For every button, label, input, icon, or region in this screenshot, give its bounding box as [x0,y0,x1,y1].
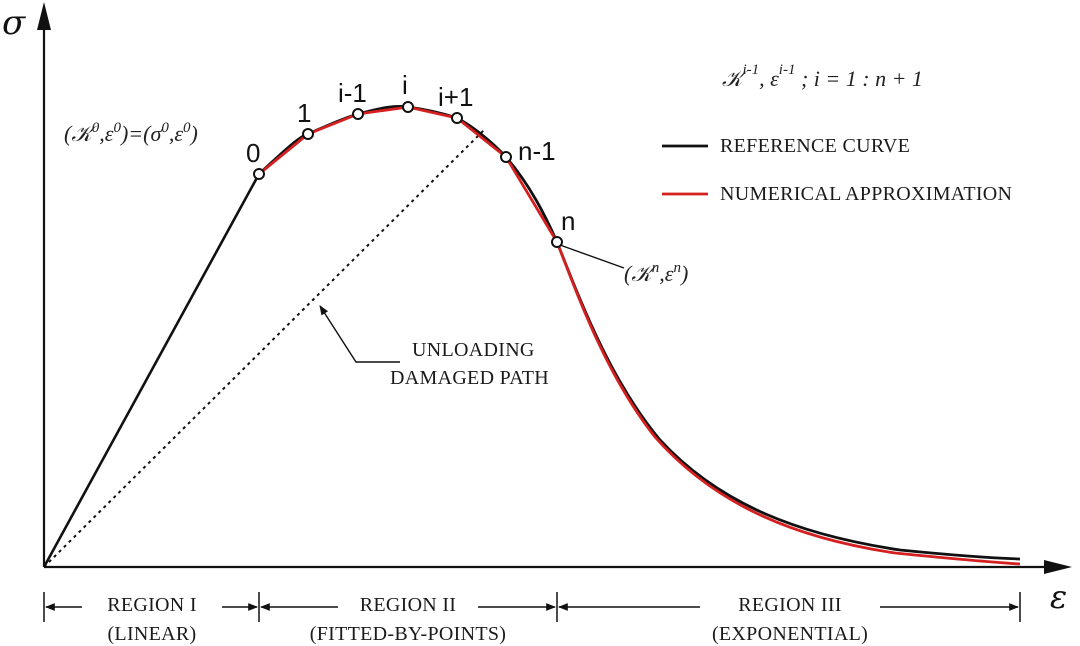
legend: REFERENCE CURVE NUMERICAL APPROXIMATION [662,135,1012,205]
point-0-marker [253,168,265,180]
reference-curve-linear [42,173,261,568]
point-i+1-marker [451,112,463,124]
end-point-annotation: (𝒦n,εn) [624,260,688,286]
point-n-1-label: n-1 [518,136,556,166]
unloading-leader [319,305,400,363]
unloading-label-line2: DAMAGED PATH [390,367,549,389]
region-1-name: REGION I [107,594,197,616]
region-2-name: REGION II [360,594,457,616]
point-n-label: n [561,206,575,236]
end-point-leader [559,244,625,269]
y-axis-arrow [37,2,51,30]
point-1-label: 1 [297,98,311,128]
x-axis-arrow [1044,560,1072,574]
unloading-label-line1: UNLOADING [412,339,535,361]
point-n-marker [551,236,563,248]
numerical-approximation-curve [258,105,1021,566]
start-point-annotation: (𝒦0,ε0)=(σ0,ε0) [64,120,198,146]
region-1-desc: (LINEAR) [107,623,196,645]
point-i+1-label: i+1 [438,82,473,112]
point-n-1-marker [500,151,512,163]
region-3-name: REGION III [738,594,842,616]
legend-approximation-label: NUMERICAL APPROXIMATION [720,183,1012,205]
legend-reference-label: REFERENCE CURVE [720,135,910,157]
point-i-label: i [402,70,408,100]
point-i-1-marker [352,108,364,120]
unloading-path [43,129,485,568]
reference-curve [258,105,1021,561]
index-formula: 𝒦i-1, εi-1 ; i = 1 : n + 1 [722,62,923,91]
point-1-marker [302,128,314,140]
point-i-marker [402,101,414,113]
y-axis-label: σ [2,3,26,43]
point-i-1-label: i-1 [338,78,367,108]
region-3-desc: (EXPONENTIAL) [712,623,868,645]
region-2-desc: (FITTED-BY-POINTS) [310,623,507,645]
point-0-label: 0 [246,138,260,168]
x-axis-label: ε [1050,578,1067,616]
